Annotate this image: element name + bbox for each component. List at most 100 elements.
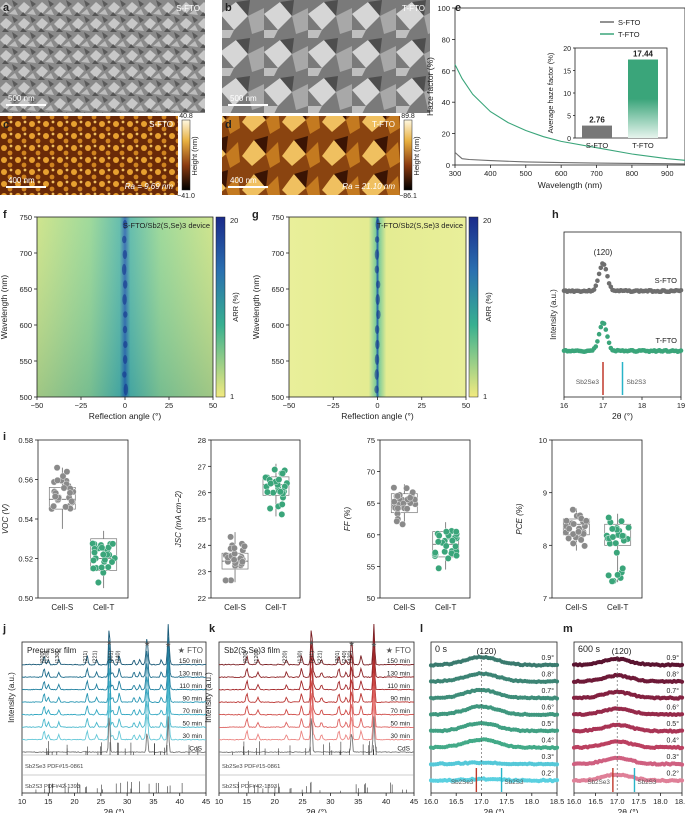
k-peak-8: (420): [348, 650, 354, 663]
heatmap-streak-g: [374, 325, 380, 334]
i-point-Cell-T: [605, 572, 612, 579]
j-pattern-150 min: [21, 624, 206, 666]
j-peak-5: (301): [108, 650, 114, 663]
j-series-label-130 min: 130 min: [179, 671, 203, 678]
panel-letter-k: k: [209, 623, 216, 635]
i-point-Cell-S: [66, 489, 74, 497]
f-y-tick-label: 650: [19, 285, 32, 294]
i-point-Cell-S: [393, 517, 401, 525]
e-series-S-FTO: [454, 151, 685, 165]
colorbar-min-d: −86.1: [399, 193, 417, 200]
l-x-tick-label: 17.0: [474, 797, 489, 806]
k-pattern-110 min: [218, 648, 415, 691]
k-peak-7: (240): [342, 650, 348, 663]
m-x-tick-label: 17.5: [631, 797, 646, 806]
inset-ytick-label: 10: [563, 91, 571, 98]
f-title: S-FTO/Sb2(S,Se)3 device: [123, 221, 210, 230]
i-xlabel-Cell-T: Cell-T: [93, 603, 114, 612]
j-series-label-90 min: 90 min: [182, 696, 202, 703]
i-0-y-tick-label: 0.56: [18, 476, 33, 485]
l-point-0.8°: [554, 679, 560, 684]
k-series-label-130 min: 130 min: [387, 671, 411, 678]
e-xtick-label: 400: [484, 169, 497, 178]
k-x-tick-label: 40: [382, 797, 390, 806]
i-3-y-tick-label: 7: [543, 594, 547, 603]
heatmap-streak-g: [375, 280, 381, 289]
heatmap-streak-g: [375, 293, 380, 306]
e-ytick-label: 80: [442, 35, 450, 44]
g-x-tick-label: −50: [283, 401, 296, 410]
i-point-Cell-T: [434, 538, 442, 546]
h-point-S-FTO: [601, 262, 607, 267]
plot-frame-m: [573, 641, 683, 794]
j-peak-0: (020): [40, 650, 46, 663]
f-x-tick-label: 0: [123, 401, 127, 410]
k-legend: ★ FTO: [386, 646, 411, 655]
panel-letter-f: f: [3, 209, 7, 221]
inset-bar-label-T-FTO: T-FTO: [632, 141, 654, 150]
f-x-tick-label: 25: [165, 401, 173, 410]
e-xtick-label: 900: [661, 169, 674, 178]
g-x-tick-label: −25: [327, 401, 340, 410]
m-angle-label-0.3°: 0.3°: [666, 753, 679, 761]
f-y-tick-label: 500: [19, 393, 32, 402]
i-point-Cell-S: [394, 504, 402, 512]
i-xlabel-Cell-S: Cell-S: [565, 603, 587, 612]
m-point-0.4°: [679, 745, 685, 750]
e-xtick-label: 700: [590, 169, 603, 178]
e-legend-T-FTO: T-FTO: [618, 30, 640, 39]
h-point-S-FTO: [606, 281, 612, 286]
i-point-Cell-T: [276, 488, 284, 496]
i-point-Cell-S: [238, 558, 246, 566]
h-xlabel: 2θ (°): [612, 411, 633, 421]
e-xtick-label: 300: [449, 169, 462, 178]
e-xtick-label: 600: [555, 169, 568, 178]
inset-ytick-label: 15: [563, 69, 571, 76]
i-point-Cell-S: [51, 493, 59, 500]
i-point-Cell-S: [62, 503, 69, 511]
panel-letter-d: d: [225, 119, 232, 131]
e-ytick-label: 40: [442, 98, 450, 107]
heatmap-streak-g: [374, 265, 380, 274]
l-angle-label-0.3°: 0.3°: [541, 753, 554, 761]
g-y-tick-label: 550: [271, 357, 284, 366]
i-1-y-tick-label: 23: [198, 568, 206, 577]
j-series-label-150 min: 150 min: [179, 658, 203, 665]
m-point-0.5°: [679, 728, 685, 733]
f-y-tick-label: 700: [19, 249, 32, 258]
i-point-Cell-T: [442, 528, 450, 536]
l-x-tick-label: 18.5: [550, 797, 565, 806]
k-ylabel: Intensity (a.u.): [204, 672, 213, 723]
f-x-tick-label: −50: [31, 401, 44, 410]
i-xlabel-Cell-T: Cell-T: [265, 603, 286, 612]
e-ytick-label: 60: [442, 67, 450, 76]
i-point-Cell-S: [399, 520, 406, 528]
e-xlabel: Wavelength (nm): [538, 180, 603, 190]
j-series-label-CdS: CdS: [189, 746, 202, 753]
m-x-tick-label: 18.5: [675, 797, 685, 806]
i-2-y-tick-label: 75: [367, 436, 375, 445]
i-point-Cell-S: [394, 492, 401, 500]
i-point-Cell-T: [109, 540, 117, 548]
k-series-label-90 min: 90 min: [390, 696, 410, 703]
g-cbar-label: ARR (%): [484, 292, 493, 322]
m-angle-label-0.9°: 0.9°: [666, 654, 679, 662]
i-ylabel-3: PCE (%): [515, 503, 524, 534]
i-point-Cell-T: [275, 476, 283, 483]
k-pattern-130 min: [218, 635, 415, 679]
i-point-Cell-S: [569, 506, 577, 514]
i-point-Cell-T: [608, 577, 616, 585]
l-point-0.5°: [554, 728, 560, 733]
e-ytick-label: 0: [446, 161, 450, 170]
panel-letter-m: m: [563, 623, 573, 635]
e-ytick-label: 20: [442, 130, 450, 139]
i-point-Cell-T: [441, 548, 449, 556]
f-x-tick-label: 50: [209, 401, 217, 410]
heatmap-streak-f: [122, 249, 128, 260]
k-peak-6: (301): [335, 650, 341, 663]
i-1-y-tick-label: 27: [198, 462, 206, 471]
colorbar-label-c: Height (nm): [190, 136, 199, 176]
j-pattern-130 min: [21, 637, 207, 679]
l-angle-label-0.7°: 0.7°: [541, 687, 554, 695]
